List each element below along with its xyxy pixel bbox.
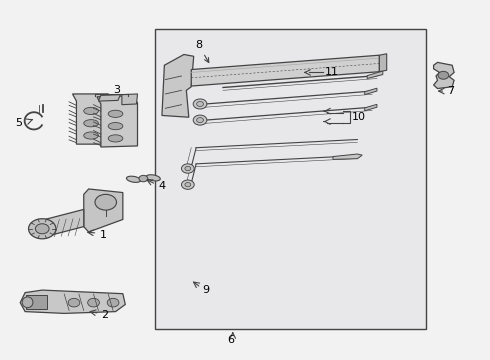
Circle shape xyxy=(196,102,203,107)
Ellipse shape xyxy=(108,122,123,130)
Text: 1: 1 xyxy=(99,230,106,239)
Circle shape xyxy=(185,166,191,171)
Ellipse shape xyxy=(84,120,98,127)
Polygon shape xyxy=(42,210,84,237)
Ellipse shape xyxy=(126,176,141,183)
Ellipse shape xyxy=(22,297,33,308)
Circle shape xyxy=(107,298,119,307)
Circle shape xyxy=(193,115,207,125)
Text: 6: 6 xyxy=(227,335,234,345)
Polygon shape xyxy=(73,94,113,144)
Polygon shape xyxy=(84,189,123,232)
Text: 11: 11 xyxy=(325,67,339,77)
Circle shape xyxy=(196,118,203,123)
Ellipse shape xyxy=(108,110,123,117)
Polygon shape xyxy=(98,95,121,101)
Circle shape xyxy=(185,183,191,187)
Polygon shape xyxy=(333,154,362,159)
Polygon shape xyxy=(162,54,194,117)
Circle shape xyxy=(139,175,148,182)
Text: 7: 7 xyxy=(447,86,454,96)
Polygon shape xyxy=(365,104,377,111)
Ellipse shape xyxy=(84,132,98,139)
Polygon shape xyxy=(434,62,454,89)
Polygon shape xyxy=(379,54,387,72)
Polygon shape xyxy=(97,96,138,147)
Text: 9: 9 xyxy=(202,285,210,295)
Circle shape xyxy=(88,298,99,307)
Polygon shape xyxy=(122,94,138,105)
Polygon shape xyxy=(367,71,383,78)
Bar xyxy=(26,296,47,309)
Circle shape xyxy=(95,194,117,210)
Text: 10: 10 xyxy=(351,112,366,122)
Polygon shape xyxy=(20,290,125,314)
Circle shape xyxy=(181,164,194,173)
Ellipse shape xyxy=(84,107,98,114)
Circle shape xyxy=(438,71,449,79)
Circle shape xyxy=(35,224,49,234)
Text: 8: 8 xyxy=(195,40,209,63)
Polygon shape xyxy=(365,88,377,95)
Ellipse shape xyxy=(108,135,123,142)
Text: 4: 4 xyxy=(158,181,165,191)
Ellipse shape xyxy=(146,175,160,181)
Circle shape xyxy=(181,180,194,189)
Circle shape xyxy=(193,99,207,109)
Text: 3: 3 xyxy=(114,85,121,95)
Text: 2: 2 xyxy=(101,310,108,320)
Polygon shape xyxy=(191,55,379,86)
Circle shape xyxy=(68,298,80,307)
Text: 5: 5 xyxy=(15,118,22,128)
Circle shape xyxy=(28,219,56,239)
Bar xyxy=(155,30,426,329)
